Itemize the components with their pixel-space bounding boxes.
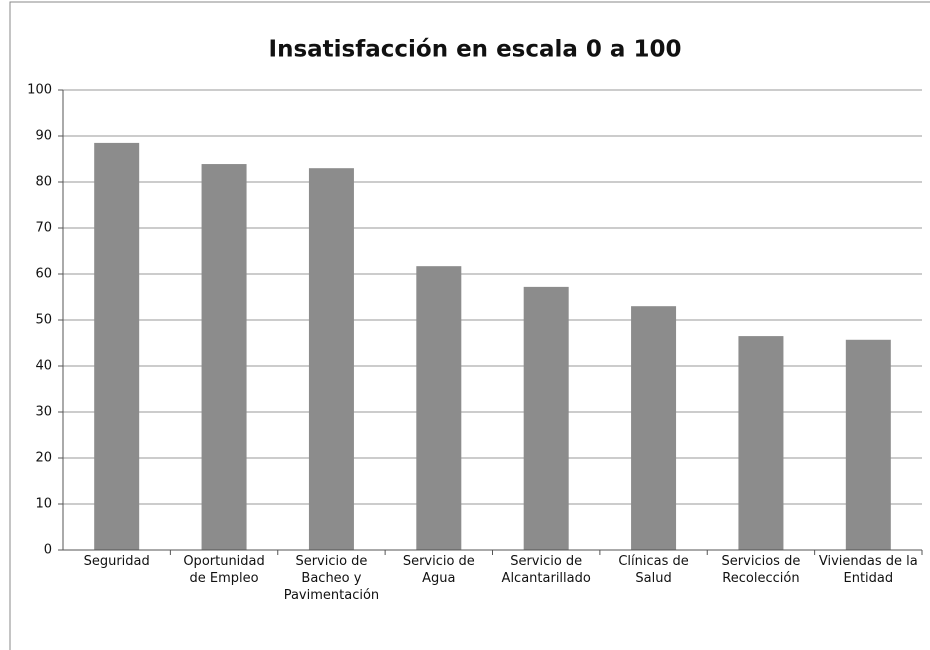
- x-tick-label: Servicio de Bacheo y Pavimentación: [283, 554, 380, 603]
- y-tick-label: 100: [27, 83, 52, 98]
- y-tick-label: 0: [44, 543, 52, 558]
- x-tick-label: Viviendas de la Entidad: [818, 554, 918, 586]
- bar: [308, 168, 354, 550]
- bar: [523, 286, 569, 550]
- bar: [201, 164, 247, 550]
- y-tick-label: 40: [35, 359, 52, 374]
- y-tick-label: 20: [35, 451, 52, 466]
- bar: [845, 339, 891, 550]
- y-tick-label: 80: [35, 175, 52, 190]
- y-tick-label: 70: [35, 221, 52, 236]
- y-tick-label: 60: [35, 267, 52, 282]
- bar: [738, 336, 784, 550]
- bar: [94, 142, 140, 550]
- chart-title: Insatisfacción en escala 0 a 100: [269, 37, 682, 63]
- y-tick-label: 10: [35, 497, 52, 512]
- x-tick-label: Clínicas de Salud: [618, 554, 689, 586]
- bar: [416, 266, 462, 550]
- x-tick-label: Servicio de Agua: [402, 554, 475, 586]
- chart-frame: [9, 1, 930, 650]
- x-tick-label: Servicios de Recolección: [721, 554, 801, 586]
- y-tick-label: 90: [35, 129, 52, 144]
- y-tick-label: 30: [35, 405, 52, 420]
- y-tick-label: 50: [35, 313, 52, 328]
- x-tick-label: Seguridad: [83, 554, 150, 569]
- x-tick-label: Oportunidad de Empleo: [183, 554, 265, 586]
- x-tick-label: Servicio de Alcantarillado: [501, 554, 591, 586]
- bar: [631, 306, 677, 550]
